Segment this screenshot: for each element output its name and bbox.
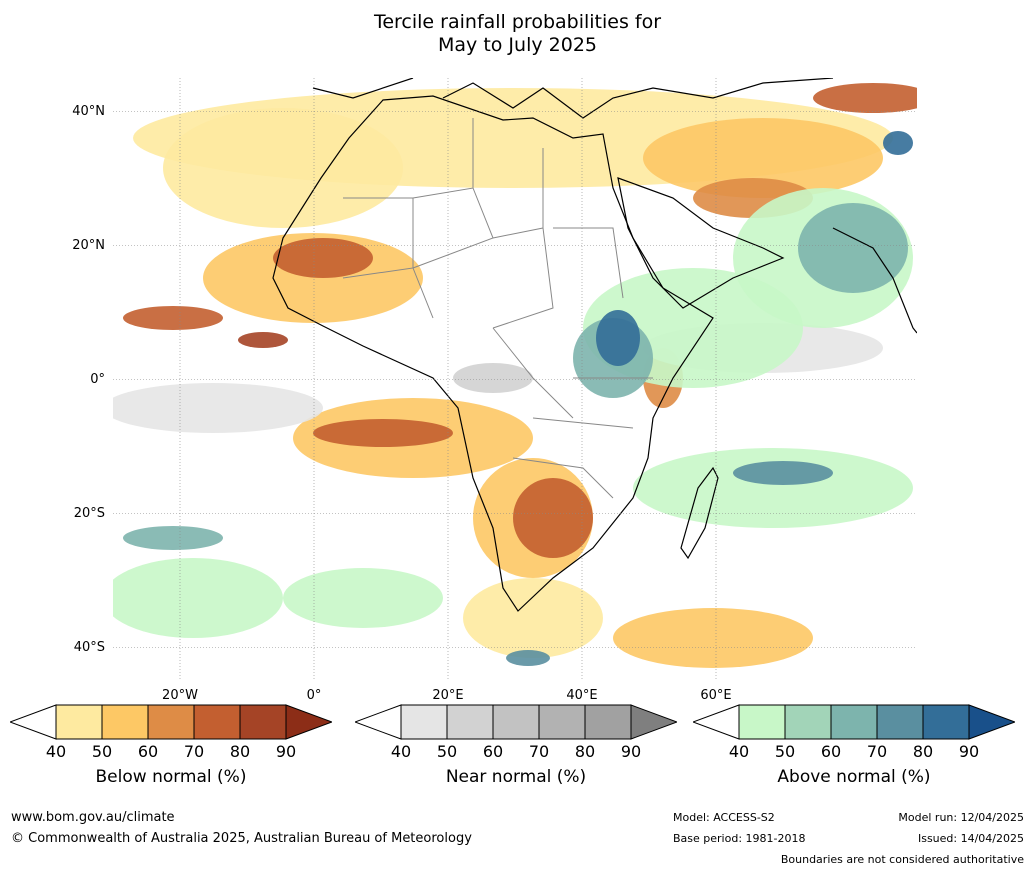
- colorbar-min-arrow: [8, 704, 57, 740]
- colorbar-max-arrow: [630, 704, 679, 740]
- latitude-label: 20°N: [72, 237, 105, 253]
- probability-region: [313, 419, 453, 447]
- probability-region: [113, 383, 323, 433]
- probability-region: [813, 83, 917, 113]
- probability-region: [506, 650, 550, 666]
- above-normal-label: Above normal (%): [777, 767, 931, 787]
- probability-region: [113, 558, 283, 638]
- colorbar-segment: [239, 704, 287, 740]
- issued-date: Issued: 14/04/2025: [917, 832, 1024, 845]
- colorbar-tick-label: 70: [866, 742, 888, 761]
- colorbar-segment: [492, 704, 540, 740]
- probability-region: [273, 238, 373, 278]
- latitude-label: 0°: [90, 371, 105, 387]
- india-coastline: [832, 227, 917, 334]
- latitude-label: 40°N: [72, 103, 105, 119]
- probability-region: [643, 118, 883, 198]
- colorbar-segment: [922, 704, 970, 740]
- arabia-coastline: [617, 177, 785, 309]
- below-normal-label: Below normal (%): [95, 767, 247, 787]
- europe-coastline: [312, 78, 834, 119]
- above-normal-colorbar: [691, 703, 1017, 745]
- below-normal-colorbar: [8, 703, 334, 745]
- colorbar-segment: [584, 704, 632, 740]
- colorbar-segment: [55, 704, 103, 740]
- probability-region: [513, 478, 593, 558]
- country-borders: [342, 118, 653, 499]
- colorbar-tick-label: 80: [574, 742, 596, 761]
- colorbar-tick-label: 90: [620, 742, 642, 761]
- probability-region: [733, 461, 833, 485]
- probability-region: [238, 332, 288, 348]
- longitude-label: 20°E: [432, 688, 464, 703]
- probability-region: [633, 448, 913, 528]
- colorbar-min-arrow: [353, 704, 402, 740]
- colorbar-segment: [538, 704, 586, 740]
- colorbar-tick-label: 60: [482, 742, 504, 761]
- colorbar-min-arrow: [691, 704, 740, 740]
- probability-region: [283, 568, 443, 628]
- colorbar-segment: [876, 704, 924, 740]
- colorbar-segment: [147, 704, 195, 740]
- madagascar-coastline: [680, 466, 719, 560]
- colorbar-segment: [830, 704, 878, 740]
- colorbar-segment: [738, 704, 786, 740]
- colorbar-tick-label: 50: [774, 742, 796, 761]
- model-name: Model: ACCESS-S2: [673, 811, 775, 824]
- colorbar-tick-label: 60: [820, 742, 842, 761]
- colorbar-tick-label: 40: [728, 742, 750, 761]
- chart-title-line2: May to July 2025: [438, 34, 597, 56]
- probability-region: [463, 578, 603, 658]
- colorbar-tick-label: 80: [912, 742, 934, 761]
- colorbar-tick-label: 80: [229, 742, 251, 761]
- longitude-label: 40°E: [566, 688, 598, 703]
- probability-region: [596, 310, 640, 366]
- boundary-disclaimer: Boundaries are not considered authoritat…: [780, 853, 1024, 866]
- colorbar-tick-label: 90: [275, 742, 297, 761]
- longitude-label: 60°E: [700, 688, 732, 703]
- colorbar-tick-label: 90: [958, 742, 980, 761]
- latitude-label: 40°S: [73, 639, 105, 655]
- probability-region: [123, 306, 223, 330]
- colorbar-tick-label: 60: [137, 742, 159, 761]
- colorbar-segment: [784, 704, 832, 740]
- colorbar-tick-label: 50: [436, 742, 458, 761]
- colorbar-segment: [193, 704, 241, 740]
- colorbar-segment: [446, 704, 494, 740]
- probability-region: [613, 608, 813, 668]
- chart-title-line1: Tercile rainfall probabilities for: [373, 11, 662, 33]
- base-period: Base period: 1981-2018: [673, 832, 806, 845]
- probability-region: [798, 203, 908, 293]
- probability-region: [163, 108, 403, 228]
- near-normal-label: Near normal (%): [445, 767, 587, 787]
- probability-region: [123, 526, 223, 550]
- colorbar-tick-label: 70: [183, 742, 205, 761]
- colorbar-tick-label: 40: [45, 742, 67, 761]
- website-link[interactable]: www.bom.gov.au/climate: [11, 810, 175, 825]
- longitude-label: 0°: [306, 688, 322, 703]
- colorbar-segment: [101, 704, 149, 740]
- longitude-label: 20°W: [162, 688, 198, 703]
- colorbar-tick-label: 70: [528, 742, 550, 761]
- probability-region: [453, 363, 533, 393]
- model-run-date: Model run: 12/04/2025: [898, 811, 1024, 824]
- probability-region: [883, 131, 913, 155]
- colorbar-max-arrow: [968, 704, 1017, 740]
- africa-coastline: [272, 95, 714, 612]
- near-normal-colorbar: [353, 703, 679, 745]
- latitude-label: 20°S: [73, 505, 105, 521]
- copyright-text: © Commonwealth of Australia 2025, Austra…: [11, 831, 472, 846]
- colorbar-segment: [400, 704, 448, 740]
- colorbar-tick-label: 50: [91, 742, 113, 761]
- probability-map: [113, 78, 917, 681]
- colorbar-max-arrow: [285, 704, 334, 740]
- colorbar-tick-label: 40: [390, 742, 412, 761]
